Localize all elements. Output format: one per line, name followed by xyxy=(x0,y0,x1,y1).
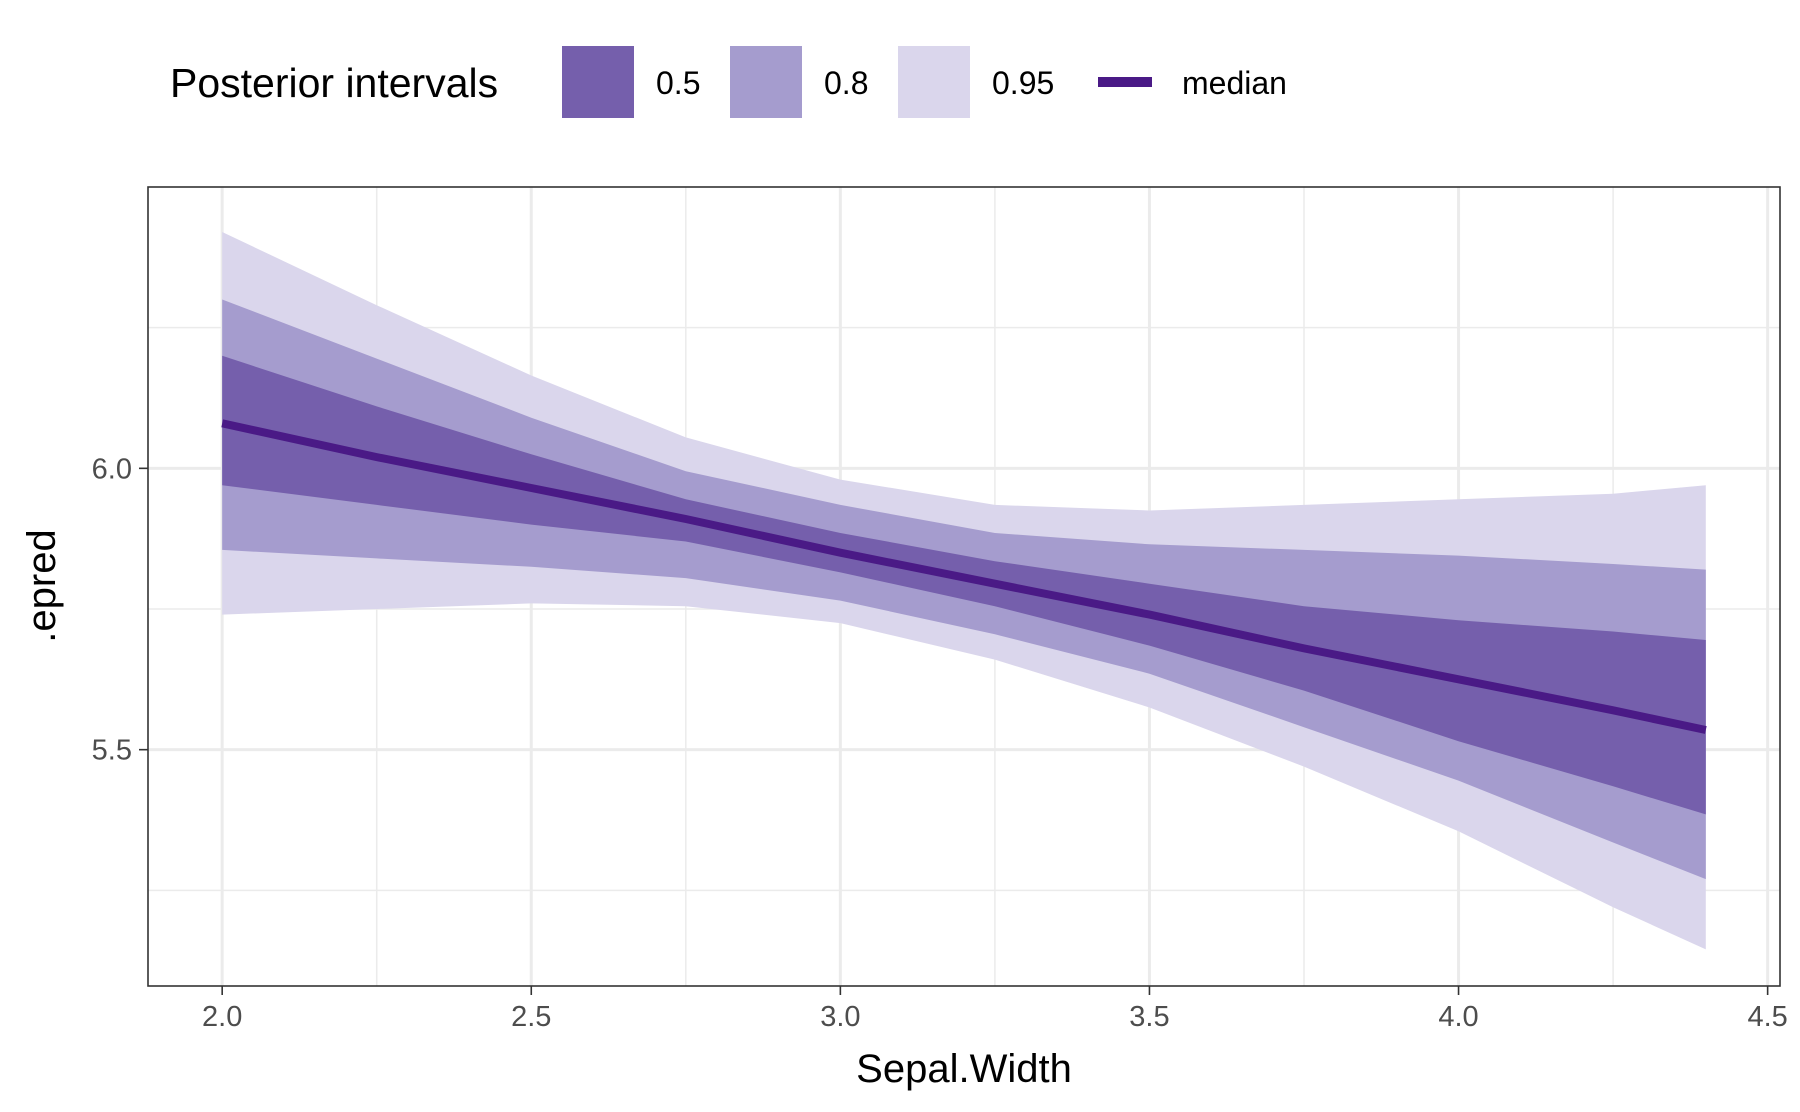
x-tick-label: 2.5 xyxy=(511,1001,551,1033)
legend-key-median: median xyxy=(1098,65,1287,101)
legend-label-0.95: 0.95 xyxy=(992,65,1054,101)
legend-key-0.95: 0.95 xyxy=(898,46,1054,118)
y-tick-label: 6.0 xyxy=(92,453,132,485)
median-layer xyxy=(221,419,1707,734)
interval-bands xyxy=(222,232,1706,950)
x-tick-label: 4.5 xyxy=(1747,1001,1787,1033)
legend-swatch-0.95 xyxy=(898,46,970,118)
legend-key-0.5: 0.5 xyxy=(562,46,700,118)
y-axis: 5.5 6.0 xyxy=(92,453,148,767)
y-tick-label: 5.5 xyxy=(92,735,132,767)
y-axis-title: .epred xyxy=(20,529,64,642)
legend-swatch-0.8 xyxy=(730,46,802,118)
band-0.5 xyxy=(222,355,1706,815)
legend-label-median: median xyxy=(1182,65,1287,101)
legend-title: Posterior intervals xyxy=(170,60,498,106)
x-axis-title: Sepal.Width xyxy=(856,1047,1072,1091)
legend-label-0.5: 0.5 xyxy=(656,65,700,101)
legend-label-0.8: 0.8 xyxy=(824,65,868,101)
legend-key-0.8: 0.8 xyxy=(730,46,868,118)
legend: Posterior intervals 0.5 0.8 0.95 median xyxy=(170,46,1287,118)
x-axis: 2.0 2.5 3.0 3.5 4.0 4.5 xyxy=(202,986,1788,1033)
x-tick-label: 4.0 xyxy=(1438,1001,1478,1033)
x-tick-label: 3.5 xyxy=(1129,1001,1169,1033)
x-tick-label: 2.0 xyxy=(202,1001,242,1033)
panel-border xyxy=(147,186,1781,987)
median-line xyxy=(221,419,1707,734)
plot-panel xyxy=(147,186,1781,987)
x-tick-label: 3.0 xyxy=(820,1001,860,1033)
legend-swatch-0.5 xyxy=(562,46,634,118)
